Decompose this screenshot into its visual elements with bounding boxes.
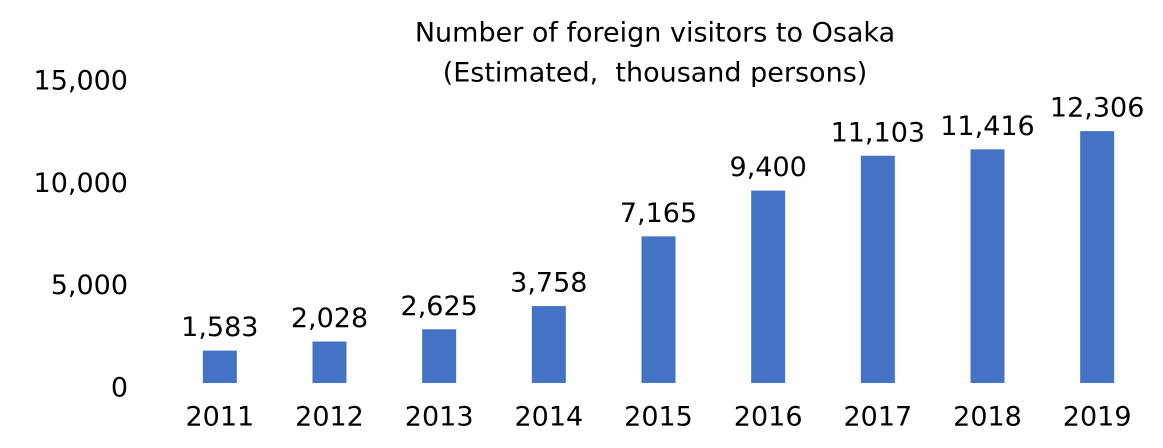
y-tick-label: 10,000: [34, 168, 128, 199]
x-tick-label: 2018: [953, 402, 1022, 433]
data-label: 2,028: [291, 303, 368, 334]
data-label: 12,306: [1050, 93, 1144, 124]
bar: [422, 329, 457, 383]
x-tick-label: 2019: [1063, 402, 1132, 433]
x-tick-label: 2012: [295, 402, 364, 433]
data-label: 11,103: [831, 117, 925, 148]
x-tick-label: 2016: [734, 402, 803, 433]
data-label: 1,583: [181, 312, 258, 343]
y-tick-label: 15,000: [34, 66, 128, 97]
data-label: 9,400: [730, 152, 807, 183]
bar: [531, 306, 566, 383]
y-tick-label: 5,000: [51, 270, 128, 301]
x-tick-label: 2017: [843, 402, 912, 433]
data-label: 3,758: [510, 268, 587, 299]
bar: [970, 149, 1005, 383]
x-tick-label: 2015: [624, 402, 693, 433]
bar: [1080, 131, 1115, 383]
x-tick-label: 2013: [405, 402, 474, 433]
bar: [641, 236, 676, 383]
data-label: 2,625: [401, 291, 478, 322]
y-tick-label: 0: [111, 373, 128, 404]
data-label: 7,165: [620, 198, 697, 229]
bar: [751, 190, 786, 383]
data-label: 11,416: [940, 111, 1034, 142]
x-tick-label: 2014: [514, 402, 583, 433]
x-tick-label: 2011: [185, 402, 254, 433]
bar: [860, 155, 895, 383]
bar: [312, 341, 347, 383]
chart-title: (Estimated, thousand persons): [443, 58, 868, 89]
chart-title: Number of foreign visitors to Osaka: [415, 18, 895, 49]
bar: [202, 350, 237, 383]
